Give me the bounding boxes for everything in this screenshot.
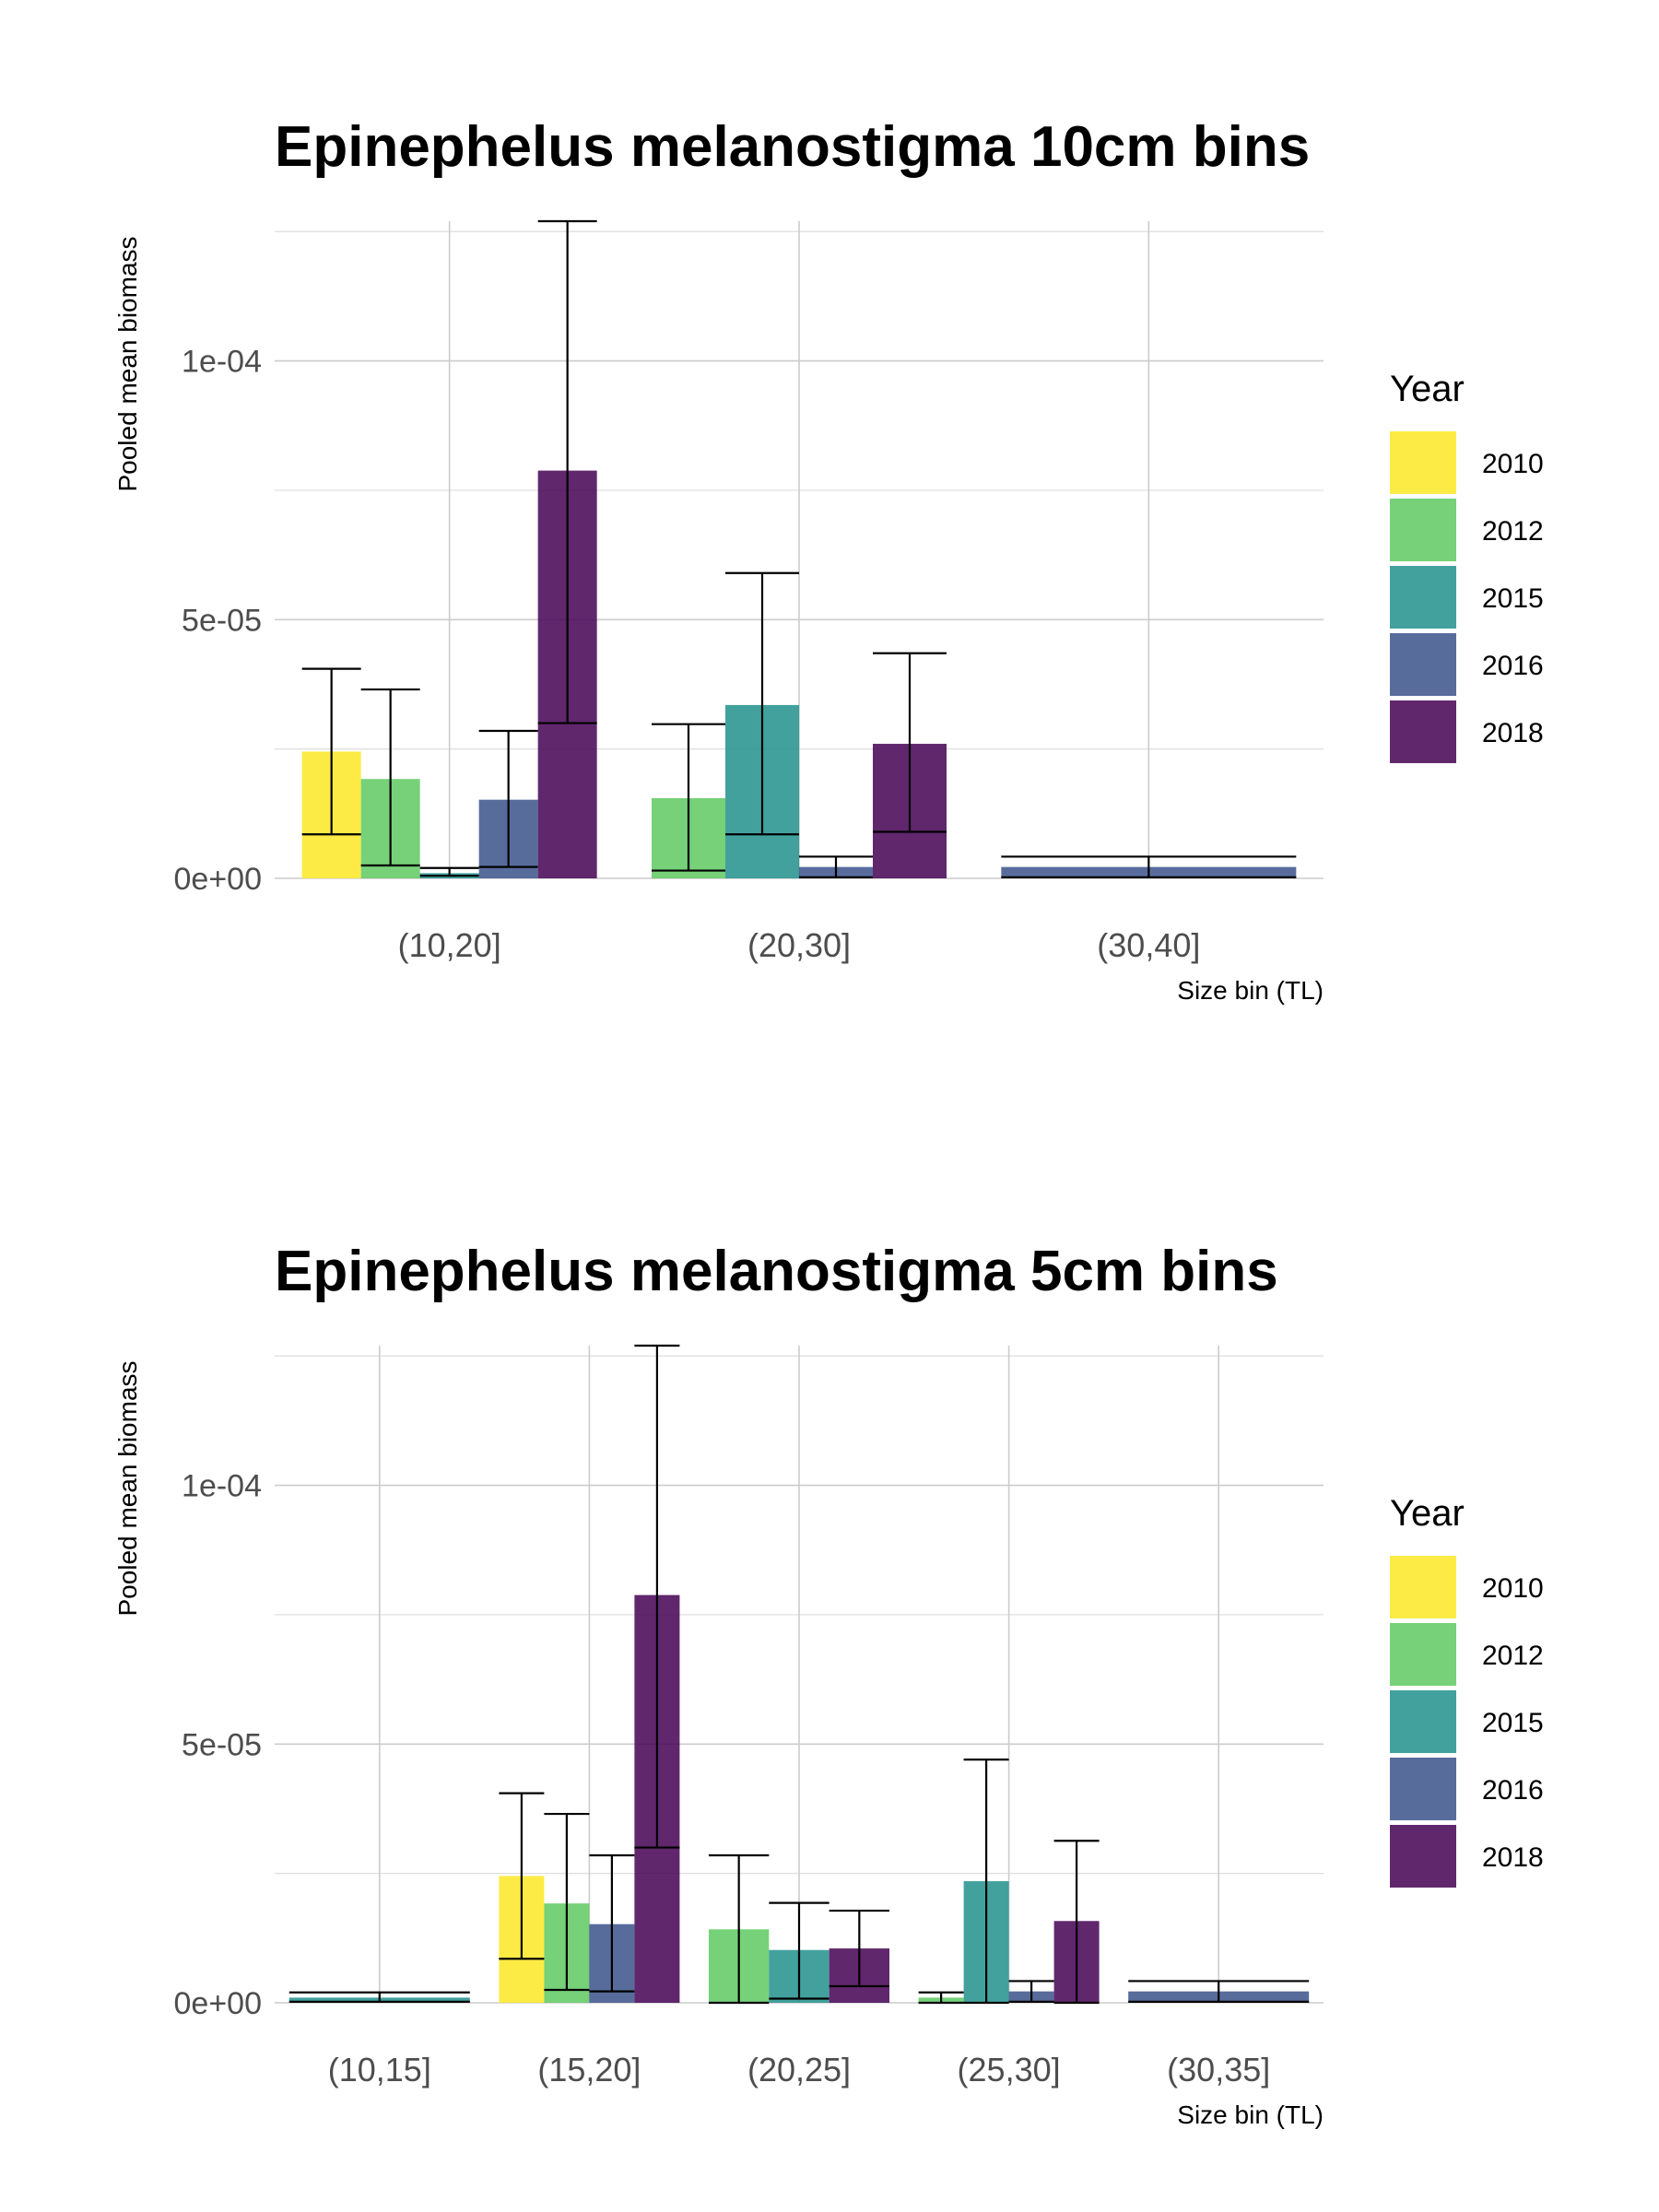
error-bar-2016 — [478, 729, 538, 868]
x-tick-label: (10,15] — [328, 2051, 431, 2088]
legend-label-2010: 2010 — [1482, 1573, 1544, 1604]
error-bar-2012 — [360, 688, 420, 867]
error-bar-2016 — [589, 1853, 635, 1993]
legend-label-2018: 2018 — [1482, 718, 1544, 748]
error-bar-2015 — [419, 866, 479, 877]
y-tick-label: 0e+00 — [174, 1986, 263, 2021]
chart-title: Epinephelus melanostigma 5cm bins — [275, 1240, 1278, 1303]
error-bar-2015 — [725, 571, 799, 836]
legend-label-2015: 2015 — [1482, 1708, 1544, 1738]
legend-label-2018: 2018 — [1482, 1842, 1544, 1873]
legend-label-2012: 2012 — [1482, 516, 1544, 547]
x-tick-labels: (10,20] (20,30] (30,40] — [398, 926, 1201, 964]
legend-swatch-2018 — [1390, 700, 1456, 763]
error-bar-2018 — [1053, 1840, 1100, 2005]
error-bar-2015 — [769, 1901, 830, 2000]
error-bar-2015 — [963, 1759, 1009, 2005]
error-bar-2012 — [652, 723, 725, 872]
x-tick-labels: (10,15] (15,20] (20,25] (25,30] (30,35] — [328, 2051, 1270, 2088]
legend-label-2016: 2016 — [1482, 1775, 1544, 1806]
legend-swatch-2016 — [1390, 633, 1456, 696]
x-tick-label: (20,30] — [747, 926, 851, 964]
legend-label-2010: 2010 — [1482, 449, 1544, 479]
x-axis-label: Size bin (TL) — [1177, 2100, 1324, 2129]
error-bar-2016 — [1128, 1980, 1310, 2003]
error-bar-2018 — [873, 652, 947, 833]
legend-title: Year — [1390, 1493, 1465, 1534]
y-tick-label: 0e+00 — [174, 862, 263, 897]
y-axis-label: Pooled mean biomass — [113, 1360, 142, 1616]
legend-label-2016: 2016 — [1482, 651, 1544, 681]
x-tick-label: (20,25] — [747, 2051, 851, 2088]
error-bar-2012 — [918, 1991, 964, 2005]
gridlines — [275, 1346, 1324, 2004]
legend-swatch-2010 — [1390, 1556, 1456, 1618]
x-tick-label: (30,35] — [1167, 2051, 1270, 2088]
chart-title: Epinephelus melanostigma 10cm bins — [275, 115, 1310, 179]
y-axis-label: Pooled mean biomass — [113, 236, 142, 491]
legend: Year 2010 2012 2015 2016 2018 — [1390, 369, 1544, 763]
x-tick-label: (30,40] — [1097, 926, 1200, 964]
legend-swatch-2012 — [1390, 1623, 1456, 1686]
legend-swatch-2018 — [1390, 1825, 1456, 1888]
chart-panel-5cm: Epinephelus melanostigma 5cm bins 0e+00 5… — [113, 1240, 1544, 2129]
chart-panel-10cm: Epinephelus melanostigma 10cm bins 0e+00… — [113, 115, 1544, 1005]
error-bar-2018 — [829, 1909, 889, 1988]
legend-swatch-2015 — [1390, 566, 1456, 629]
legend-swatch-2012 — [1390, 499, 1456, 561]
legend-swatch-2016 — [1390, 1758, 1456, 1820]
error-bar-2012 — [544, 1812, 590, 1992]
y-tick-label: 1e-04 — [182, 1469, 262, 1504]
x-tick-label: (25,30] — [958, 2051, 1061, 2088]
error-bar-2012 — [709, 1853, 770, 2005]
y-tick-label: 5e-05 — [182, 603, 262, 638]
error-bars — [301, 219, 1297, 878]
y-tick-labels: 0e+00 5e-05 1e-04 — [174, 345, 263, 897]
error-bar-2018 — [634, 1344, 680, 1849]
x-axis-label: Size bin (TL) — [1177, 976, 1324, 1005]
error-bar-2018 — [537, 219, 597, 724]
x-tick-label: (15,20] — [537, 2051, 641, 2088]
legend-label-2012: 2012 — [1482, 1641, 1544, 1671]
y-tick-labels: 0e+00 5e-05 1e-04 — [174, 1469, 263, 2021]
error-bar-2016 — [799, 855, 873, 878]
error-bar-2010 — [301, 667, 361, 836]
legend-title: Year — [1390, 369, 1465, 409]
legend: Year 2010 2012 2015 2016 2018 — [1390, 1493, 1544, 1888]
legend-label-2015: 2015 — [1482, 583, 1544, 614]
y-tick-label: 5e-05 — [182, 1727, 262, 1762]
error-bar-2010 — [499, 1792, 545, 1960]
error-bars — [288, 1344, 1310, 2005]
y-tick-label: 1e-04 — [182, 345, 262, 380]
error-bar-2015 — [288, 1991, 470, 2003]
legend-swatch-2010 — [1390, 431, 1456, 494]
legend-swatch-2015 — [1390, 1690, 1456, 1753]
error-bar-2016 — [1008, 1980, 1054, 2003]
error-bar-2016 — [1001, 855, 1297, 878]
x-tick-label: (10,20] — [398, 926, 501, 964]
